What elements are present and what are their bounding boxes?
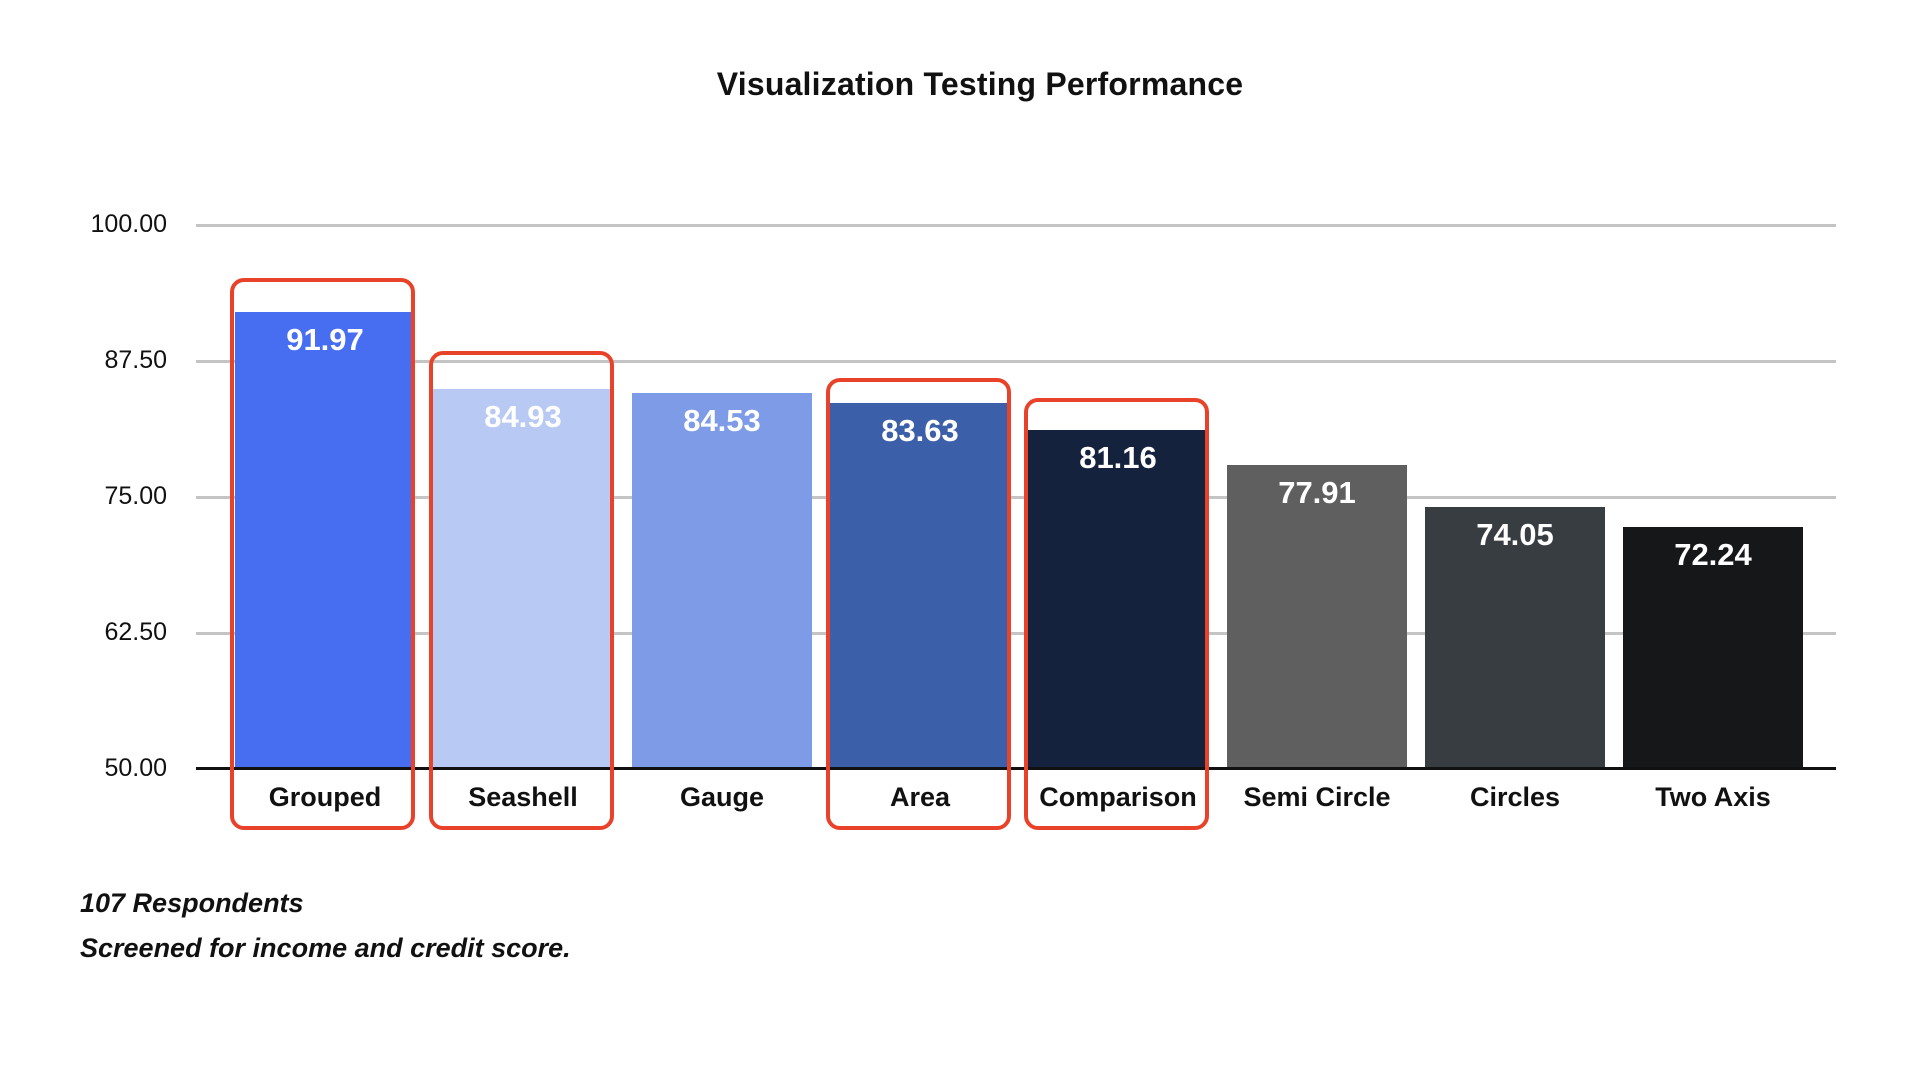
bar-circles: 74.05 bbox=[1425, 507, 1605, 769]
highlight-box-area bbox=[826, 378, 1011, 830]
x-axis-baseline bbox=[196, 767, 1836, 770]
x-label-gauge: Gauge bbox=[679, 782, 765, 812]
x-label-grouped: Grouped bbox=[268, 782, 382, 812]
bar-value-label: 91.97 bbox=[286, 322, 364, 357]
y-tick-87-5: 87.50 bbox=[104, 346, 167, 374]
x-label-semi-circle: Semi Circle bbox=[1243, 782, 1391, 812]
bar-value-label: 84.53 bbox=[683, 403, 761, 438]
x-label-area: Area bbox=[889, 782, 951, 812]
bar-comparison: 81.16 bbox=[1028, 430, 1208, 769]
gridline-100 bbox=[196, 224, 1836, 227]
y-tick-100: 100.00 bbox=[90, 210, 167, 238]
highlight-box-grouped bbox=[230, 278, 415, 830]
screening-note: Screened for income and credit score. bbox=[80, 933, 571, 963]
bar-gauge: 84.53 bbox=[632, 393, 812, 769]
x-label-seashell: Seashell bbox=[468, 782, 578, 812]
bar-two-axis: 72.24 bbox=[1623, 527, 1803, 769]
y-tick-75: 75.00 bbox=[104, 482, 167, 510]
bar-value-label: 83.63 bbox=[881, 413, 959, 448]
bar-value-label: 77.91 bbox=[1278, 475, 1356, 510]
chart-title: Visualization Testing Performance bbox=[716, 66, 1244, 102]
x-label-comparison: Comparison bbox=[1039, 782, 1197, 812]
gridline-75 bbox=[196, 496, 1836, 499]
y-tick-50: 50.00 bbox=[104, 754, 167, 782]
gridline-87-5 bbox=[196, 360, 1836, 363]
bar-value-label: 84.93 bbox=[484, 399, 562, 434]
gridline-62-5 bbox=[196, 632, 1836, 635]
bar-seashell: 84.93 bbox=[433, 389, 613, 769]
x-label-circles: Circles bbox=[1469, 782, 1561, 812]
y-tick-62-5: 62.50 bbox=[104, 618, 167, 646]
bar-semi-circle: 77.91 bbox=[1227, 465, 1407, 769]
bar-value-label: 81.16 bbox=[1079, 440, 1157, 475]
respondents-note: 107 Respondents bbox=[80, 888, 304, 918]
bar-value-label: 72.24 bbox=[1674, 537, 1752, 572]
bar-grouped: 91.97 bbox=[235, 312, 415, 769]
highlight-box-seashell bbox=[429, 351, 614, 830]
x-label-two-axis: Two Axis bbox=[1655, 782, 1771, 812]
bar-area: 83.63 bbox=[830, 403, 1010, 769]
bar-value-label: 74.05 bbox=[1476, 517, 1554, 552]
highlight-box-comparison bbox=[1024, 398, 1209, 830]
